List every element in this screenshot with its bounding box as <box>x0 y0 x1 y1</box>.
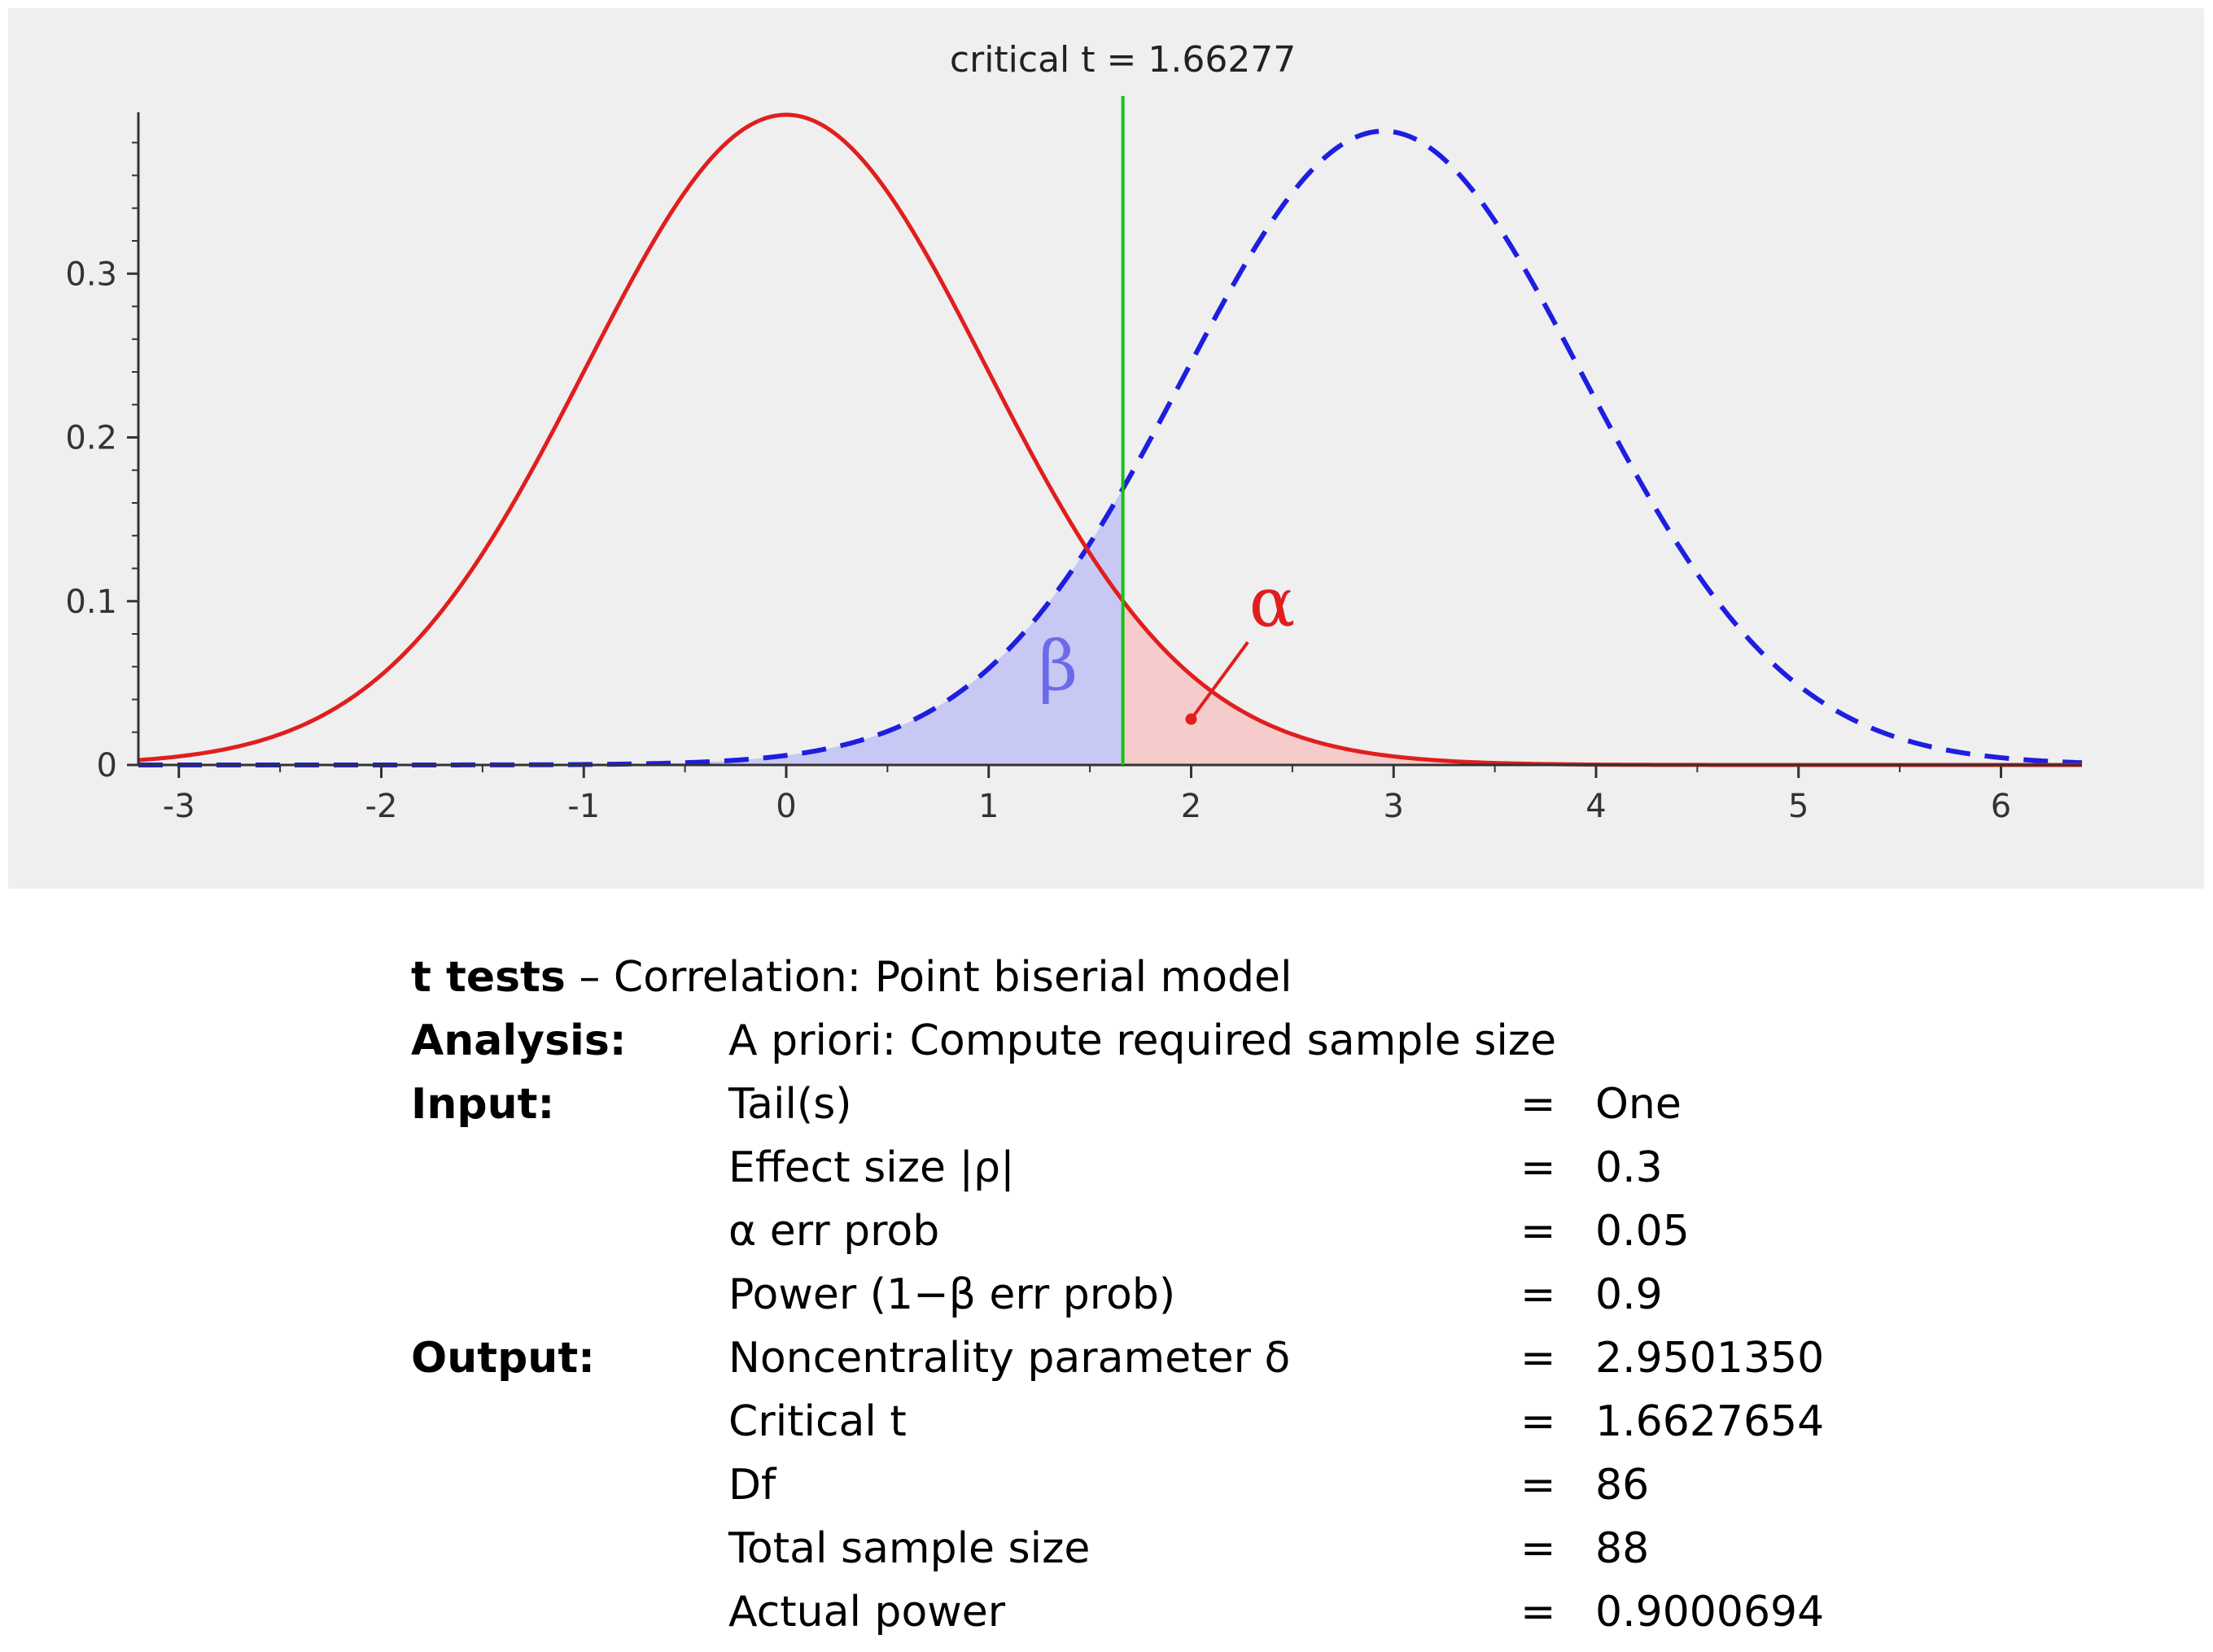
alpha-pointer <box>1189 640 1249 720</box>
equals-sign: = <box>1520 1524 1556 1573</box>
output-param-value: 88 <box>1595 1524 1650 1573</box>
analysis-row: Analysis: A priori: Compute required sam… <box>411 1009 1957 1073</box>
analysis-label: Analysis: <box>411 1016 627 1065</box>
input-row: α err prob = 0.05 <box>411 1200 1957 1263</box>
alpha-symbol: α <box>1249 562 1296 642</box>
output-param-label: Total sample size <box>728 1524 1091 1573</box>
input-param-label: α err prob <box>728 1207 940 1256</box>
equals-sign: = <box>1520 1397 1556 1446</box>
equals-sign: = <box>1520 1588 1556 1637</box>
x-tick-label: 5 <box>1788 788 1808 825</box>
output-param-value: 86 <box>1595 1461 1650 1510</box>
input-row: Effect size |ρ| = 0.3 <box>411 1136 1957 1200</box>
equals-sign: = <box>1520 1334 1556 1383</box>
critical-t-label: critical t = 1.66277 <box>950 39 1296 81</box>
y-tick-label: 0.3 <box>65 256 117 293</box>
input-label: Input: <box>411 1080 555 1129</box>
output-param-label: Noncentrality parameter δ <box>728 1334 1291 1383</box>
alpha-pointer-dot <box>1185 713 1197 725</box>
input-param-label: Tail(s) <box>728 1080 852 1129</box>
results-report: t tests – Correlation: Point biserial mo… <box>411 946 1957 1645</box>
input-param-value: 0.9 <box>1595 1270 1663 1319</box>
equals-sign: = <box>1520 1080 1556 1129</box>
x-tick-label: -3 <box>163 788 195 825</box>
report-title: t tests – Correlation: Point biserial mo… <box>411 946 1292 1009</box>
input-row: Power (1−β err prob) = 0.9 <box>411 1263 1957 1326</box>
beta-region <box>138 488 1123 765</box>
output-label: Output: <box>411 1334 595 1383</box>
x-tick-label: -1 <box>567 788 600 825</box>
input-param-label: Power (1−β err prob) <box>728 1270 1176 1319</box>
input-row: Input: Tail(s) = One <box>411 1073 1957 1136</box>
y-tick-label: 0 <box>97 747 117 784</box>
output-param-value: 1.6627654 <box>1595 1397 1825 1446</box>
beta-symbol: β <box>1039 626 1078 706</box>
x-tick-label: 6 <box>1991 788 2011 825</box>
input-param-label: Effect size |ρ| <box>728 1143 1015 1192</box>
output-param-value: 0.9000694 <box>1595 1588 1825 1637</box>
output-row: Total sample size = 88 <box>411 1517 1957 1580</box>
y-tick-label: 0.2 <box>65 420 117 457</box>
equals-sign: = <box>1520 1207 1556 1256</box>
output-param-label: Critical t <box>728 1397 907 1446</box>
output-param-label: Df <box>728 1461 776 1510</box>
chart-svg: -3 -2 -1 0 1 2 3 4 5 6 0 0.1 0.2 0.3 critical t = 1.66… <box>65 39 2083 825</box>
x-tick-label: 1 <box>978 788 999 825</box>
output-row: Actual power = 0.9000694 <box>411 1580 1957 1644</box>
equals-sign: = <box>1520 1143 1556 1192</box>
input-param-value: 0.3 <box>1595 1143 1663 1192</box>
output-row: Output: Noncentrality parameter δ = 2.95… <box>411 1326 1957 1390</box>
input-param-value: 0.05 <box>1595 1207 1690 1256</box>
x-tick-label: -2 <box>365 788 398 825</box>
x-tick-label: 0 <box>776 788 796 825</box>
x-tick-label: 3 <box>1384 788 1404 825</box>
output-row: Critical t = 1.6627654 <box>411 1390 1957 1453</box>
analysis-value: A priori: Compute required sample size <box>728 1016 1557 1065</box>
alpha-region <box>1122 601 2082 765</box>
report-title-test-family: t tests <box>411 953 566 1002</box>
y-tick-label: 0.1 <box>65 583 117 621</box>
output-param-label: Actual power <box>728 1588 1006 1637</box>
input-param-value: One <box>1595 1080 1682 1129</box>
output-row: Df = 86 <box>411 1453 1957 1517</box>
x-tick-label: 4 <box>1585 788 1606 825</box>
power-distribution-chart: -3 -2 -1 0 1 2 3 4 5 6 0 0.1 0.2 0.3 critical t = 1.66… <box>8 8 2204 889</box>
x-tick-label: 2 <box>1181 788 1201 825</box>
equals-sign: = <box>1520 1270 1556 1319</box>
report-title-model: – Correlation: Point biserial model <box>565 953 1292 1002</box>
output-param-value: 2.9501350 <box>1595 1334 1825 1383</box>
equals-sign: = <box>1520 1461 1556 1510</box>
